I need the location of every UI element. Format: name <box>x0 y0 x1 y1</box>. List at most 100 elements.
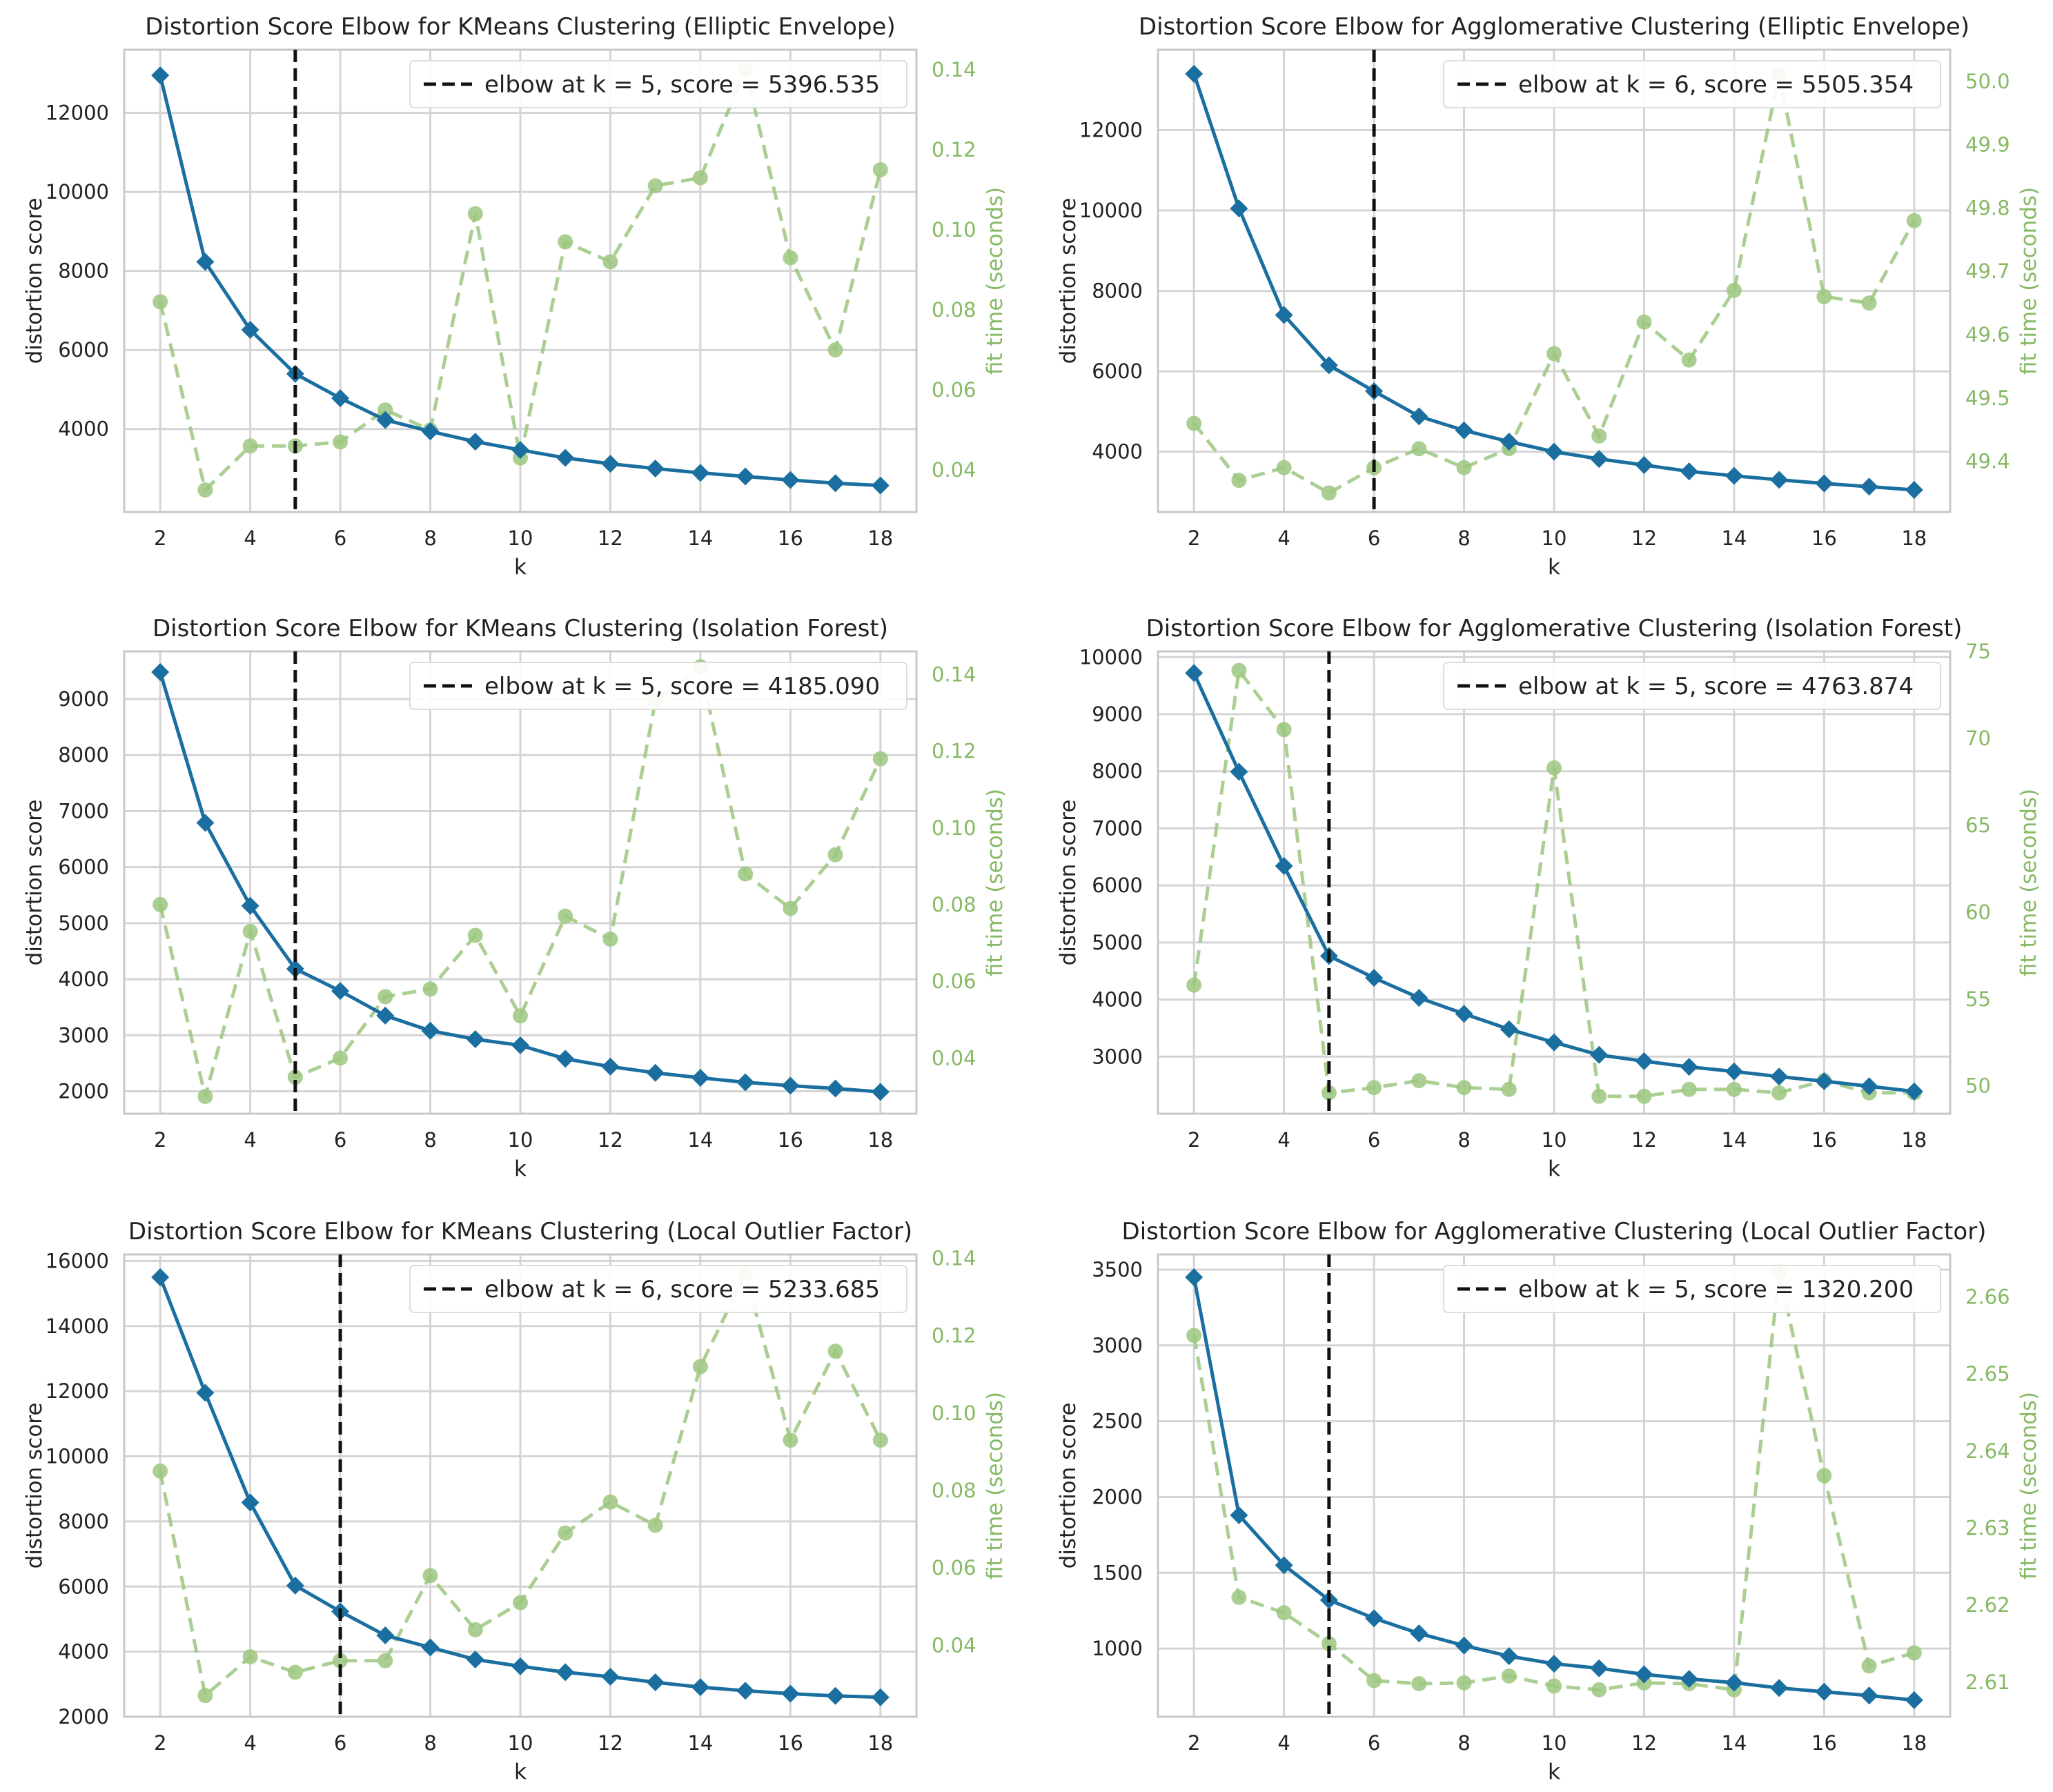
distortion-point <box>781 1684 800 1703</box>
distortion-point <box>1680 1058 1698 1076</box>
y-tick-label: 9000 <box>58 687 109 711</box>
y-tick-label: 6000 <box>58 856 109 879</box>
legend: elbow at k = 5, score = 4763.874 <box>1443 662 1941 710</box>
fit-time-point <box>1501 1081 1517 1097</box>
legend: elbow at k = 5, score = 4185.090 <box>409 662 907 710</box>
chart-panel: 2 4 6 8 10 12 14 16 18 2000 4000 6000 8000 10000 12000… <box>22 1218 1008 1784</box>
x-axis-label: k <box>514 1760 527 1784</box>
fit-time-point <box>1276 722 1292 738</box>
distortion-point <box>286 1576 304 1595</box>
y2-tick-label: 49.9 <box>1965 133 2010 157</box>
distortion-point <box>1230 1506 1248 1524</box>
x-tick-label: 12 <box>1631 1128 1657 1152</box>
x-axis-label: k <box>1548 555 1560 580</box>
distortion-point <box>556 1663 575 1682</box>
fit-time-point <box>333 1050 348 1066</box>
x-tick-label: 18 <box>1901 526 1927 550</box>
fit-time-point <box>1276 1605 1292 1621</box>
distortion-point <box>556 1050 575 1068</box>
distortion-point <box>151 1268 170 1287</box>
fit-time-point <box>1231 662 1247 678</box>
distortion-point <box>1275 1556 1293 1575</box>
y-tick-label: 10000 <box>46 1445 109 1468</box>
fit-time-point <box>738 866 754 882</box>
y2-tick-label: 2.63 <box>1965 1516 2010 1539</box>
legend-box <box>409 662 907 710</box>
distortion-point <box>871 1083 890 1101</box>
y2-axis-label: fit time (seconds) <box>2016 789 2041 976</box>
distortion-point <box>1905 1082 1923 1101</box>
y2-tick-label: 49.8 <box>1965 196 2010 219</box>
legend: elbow at k = 6, score = 5233.685 <box>409 1265 907 1313</box>
x-tick-label: 12 <box>598 1731 623 1755</box>
y-tick-label: 8000 <box>1092 279 1143 303</box>
distortion-point <box>1545 1655 1563 1673</box>
distortion-point <box>1185 64 1204 83</box>
distortion-point <box>1815 474 1834 493</box>
y2-tick-label: 0.10 <box>932 816 976 840</box>
y2-tick-label: 0.06 <box>932 1556 976 1579</box>
distortion-point <box>466 1030 484 1048</box>
fit-time-point <box>333 1653 348 1668</box>
fit-time-point <box>872 751 888 767</box>
distortion-point <box>826 474 845 493</box>
x-tick-label: 14 <box>687 1128 713 1152</box>
distortion-point <box>376 1006 395 1025</box>
x-tick-label: 14 <box>1721 526 1747 550</box>
distortion-point <box>1815 1072 1834 1090</box>
x-tick-label: 6 <box>1368 1731 1380 1755</box>
distortion-point <box>1770 1679 1789 1697</box>
fit-time-point <box>1546 346 1562 362</box>
chart-panel: 2 4 6 8 10 12 14 16 18 2000 3000 4000 5000 6000 7000 80… <box>22 615 1008 1181</box>
y2-tick-label: 49.7 <box>1965 259 2010 283</box>
y-tick-label: 8000 <box>58 259 109 283</box>
fit-time-point <box>1366 1673 1382 1688</box>
fit-time-point <box>558 1525 573 1541</box>
distortion-point <box>1770 471 1789 489</box>
y-axis-label: distortion score <box>22 800 47 966</box>
y2-tick-label: 0.08 <box>932 298 976 322</box>
fit-time-point <box>1456 1080 1472 1096</box>
distortion-point <box>601 455 620 473</box>
distortion-point <box>601 1057 620 1076</box>
fit-time-point <box>1636 1088 1652 1104</box>
fit-time-point <box>422 1568 438 1584</box>
legend-label: elbow at k = 6, score = 5233.685 <box>484 1276 880 1303</box>
fit-time-point <box>1726 1081 1742 1097</box>
distortion-point <box>1500 433 1518 451</box>
distortion-point <box>1410 407 1428 426</box>
y2-tick-label: 70 <box>1965 727 1991 750</box>
distortion-point <box>1725 1062 1743 1081</box>
y-axis-label: distortion score <box>1056 1403 1081 1569</box>
y2-axis-label: fit time (seconds) <box>2016 1392 2041 1579</box>
fit-time-point <box>377 1653 393 1668</box>
x-tick-label: 2 <box>1188 1731 1200 1755</box>
distortion-point <box>1635 1052 1653 1070</box>
x-tick-label: 8 <box>424 1128 436 1152</box>
distortion-point <box>1725 466 1743 485</box>
y-tick-label: 10000 <box>1079 199 1143 222</box>
y-tick-label: 2000 <box>58 1080 109 1103</box>
x-tick-label: 14 <box>1721 1128 1747 1152</box>
y2-tick-label: 0.04 <box>932 1633 976 1657</box>
legend-box <box>1443 60 1941 108</box>
y2-tick-label: 49.5 <box>1965 386 2010 410</box>
y2-tick-label: 0.12 <box>932 138 976 161</box>
fit-time-point <box>377 989 393 1005</box>
y-axis-label: distortion score <box>1056 198 1081 364</box>
plot-frame <box>123 1253 918 1718</box>
distortion-point <box>196 253 215 271</box>
fit-time-point <box>242 923 258 939</box>
y-tick-label: 2000 <box>1092 1485 1143 1508</box>
legend-label: elbow at k = 5, score = 4185.090 <box>484 673 880 700</box>
distortion-point <box>826 1079 845 1098</box>
y2-tick-label: 0.10 <box>932 1401 976 1425</box>
legend-box <box>409 1265 907 1313</box>
y2-tick-label: 0.14 <box>932 58 976 81</box>
fit-time-point <box>467 1622 483 1637</box>
y-tick-label: 10000 <box>46 180 109 204</box>
fit-time-point <box>1591 428 1607 444</box>
distortion-point <box>646 1063 665 1082</box>
fit-time-point <box>1501 1668 1517 1684</box>
fit-time-point <box>513 1008 528 1024</box>
